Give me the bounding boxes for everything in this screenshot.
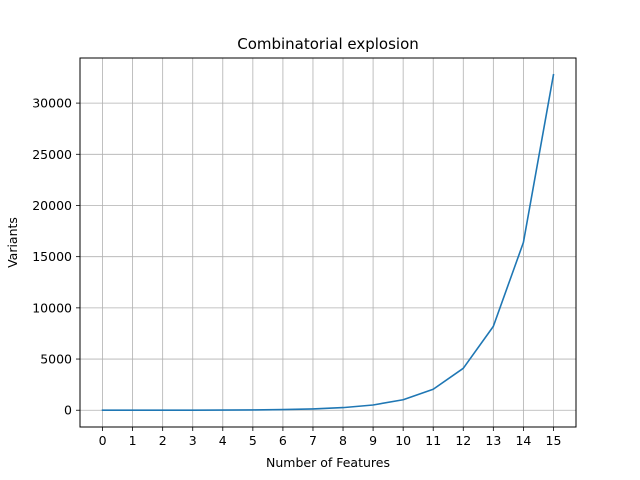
x-axis: 0 1 2 3 4 5 6 7 8 9 10 11 12 13 14 15	[99, 427, 562, 448]
x-tick-label: 12	[455, 433, 471, 448]
series-layer	[101, 73, 555, 412]
x-tick-label: 1	[129, 433, 137, 448]
x-tick-label: 4	[219, 433, 227, 448]
series-line	[101, 73, 555, 412]
y-axis: 0 5000 10000 15000 20000 25000 30000	[32, 96, 80, 418]
y-tick-label: 15000	[32, 249, 72, 264]
plot-frame	[79, 57, 577, 428]
y-tick-label: 5000	[40, 352, 72, 367]
x-tick-label: 3	[189, 433, 197, 448]
x-tick-label: 10	[395, 433, 411, 448]
y-tick-label: 30000	[32, 96, 72, 111]
y-tick-label: 10000	[32, 300, 72, 315]
y-tick-label: 25000	[32, 147, 72, 162]
y-tick-label: 0	[64, 403, 72, 418]
x-tick-label: 14	[515, 433, 531, 448]
grid	[80, 58, 576, 427]
x-tick-label: 8	[339, 433, 347, 448]
y-axis-label: Variants	[5, 217, 20, 268]
x-tick-label: 13	[485, 433, 501, 448]
x-tick-label: 5	[249, 433, 257, 448]
y-tick-label: 20000	[32, 198, 72, 213]
x-tick-label: 9	[369, 433, 377, 448]
x-axis-label: Number of Features	[266, 455, 390, 470]
x-tick-label: 2	[159, 433, 167, 448]
x-tick-label: 15	[546, 433, 562, 448]
x-tick-label: 0	[99, 433, 107, 448]
chart-title: Combinatorial explosion	[237, 35, 419, 53]
x-tick-label: 11	[425, 433, 441, 448]
x-tick-label: 6	[279, 433, 287, 448]
x-tick-label: 7	[309, 433, 317, 448]
